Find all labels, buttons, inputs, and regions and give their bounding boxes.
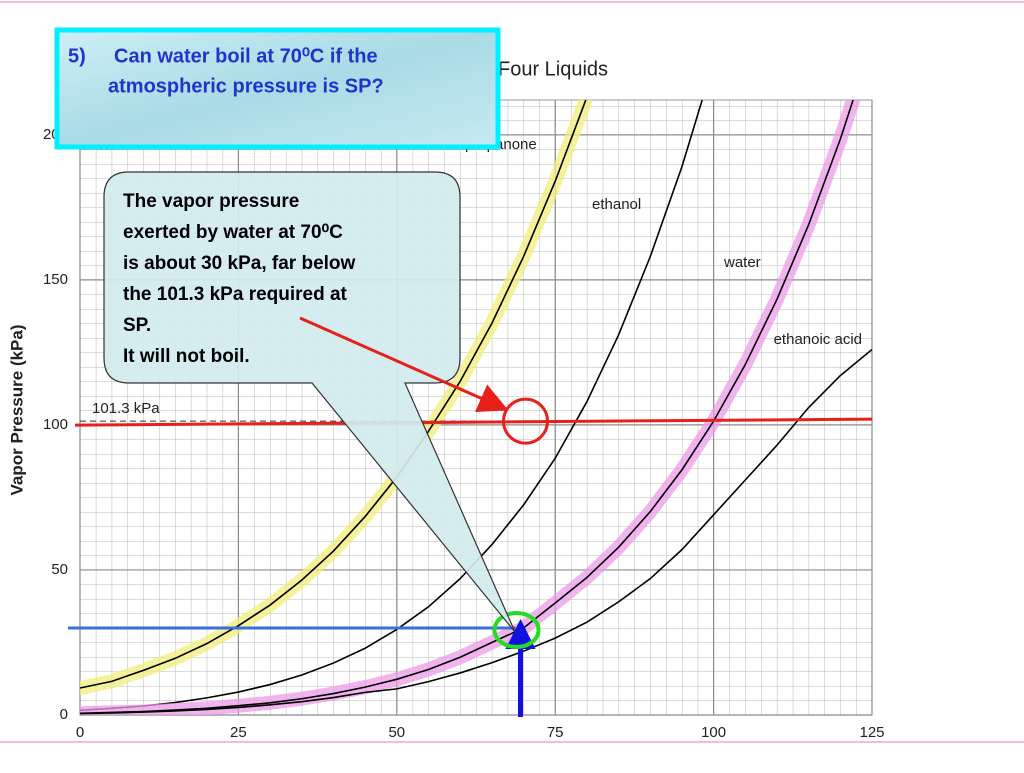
curve-label: ethanoic acid (774, 331, 862, 348)
red-line (74, 417, 873, 427)
question-box (54, 27, 501, 150)
callout (103, 171, 516, 633)
green-circle (492, 610, 541, 649)
x-tick-label: 25 (230, 724, 247, 741)
y-tick-label: 100 (43, 416, 68, 433)
x-tick-label: 100 (701, 724, 726, 741)
curve-label: water (723, 254, 761, 271)
y-tick-label: 50 (51, 561, 68, 578)
plot-area (80, 100, 872, 715)
curve (80, 100, 854, 715)
x-tick-label: 125 (859, 724, 884, 741)
question-text: Can water boil at 70⁰C if the (114, 45, 378, 67)
callout-line: is about 30 kPa, far below (123, 253, 356, 274)
callout-line: SP. (123, 315, 151, 336)
question-number: 5) (68, 45, 86, 67)
x-tick-label: 0 (76, 724, 84, 741)
y-tick-label: 150 (43, 271, 68, 288)
pointer-arrow (299, 316, 509, 412)
question-text: atmospheric pressure is SP? (108, 75, 384, 97)
red-circle (502, 397, 550, 445)
callout-text: The vapor pressure exerted by water at 70… (123, 191, 356, 367)
curve (80, 348, 872, 715)
x-tick-label: 50 (388, 724, 405, 741)
callout-line: exerted by water at 70⁰C (123, 222, 343, 243)
callout-line: the 101.3 kPa required at (123, 284, 348, 305)
reference-label: 101.3 kPa (92, 400, 160, 417)
y-tick-label: 0 (60, 706, 68, 723)
callout-line: It will not boil. (123, 346, 250, 367)
callout-line: The vapor pressure (123, 191, 299, 212)
y-axis-label: Vapor Pressure (kPa) (7, 324, 26, 495)
curve (80, 100, 587, 689)
curve-label: ethanol (592, 196, 641, 213)
chart-title: Four Liquids (498, 58, 608, 80)
x-tick-label: 75 (547, 724, 564, 741)
